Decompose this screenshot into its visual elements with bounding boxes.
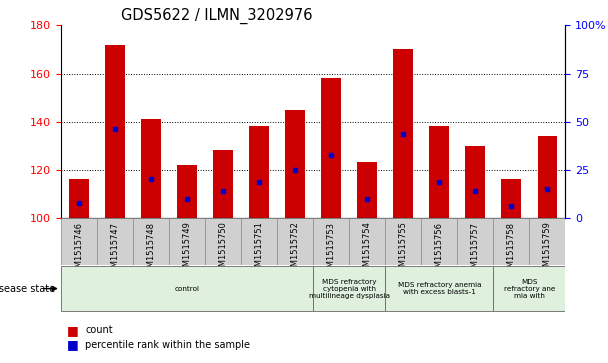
Bar (421, 218, 457, 265)
Bar (285, 110, 305, 218)
Text: GSM1515750: GSM1515750 (218, 221, 227, 277)
Bar (349, 218, 385, 265)
Bar (141, 119, 161, 218)
Text: GSM1515759: GSM1515759 (543, 221, 552, 277)
Text: GSM1515747: GSM1515747 (111, 221, 119, 278)
Bar (97, 218, 133, 265)
Text: MDS refractory anemia
with excess blasts-1: MDS refractory anemia with excess blasts… (398, 282, 481, 295)
Bar (493, 218, 530, 265)
Bar (313, 218, 349, 265)
Text: GSM1515749: GSM1515749 (182, 221, 192, 277)
Text: GSM1515752: GSM1515752 (291, 221, 300, 277)
Text: percentile rank within the sample: percentile rank within the sample (85, 340, 250, 350)
Bar (358, 163, 377, 218)
Bar (105, 45, 125, 218)
Bar (321, 78, 341, 218)
Text: GSM1515753: GSM1515753 (326, 221, 336, 278)
Text: GSM1515757: GSM1515757 (471, 221, 480, 278)
Bar (393, 49, 413, 218)
Text: GSM1515756: GSM1515756 (435, 221, 444, 278)
Text: GSM1515758: GSM1515758 (507, 221, 516, 278)
Bar (249, 126, 269, 218)
Bar (205, 218, 241, 265)
Bar (177, 165, 197, 218)
Text: count: count (85, 325, 112, 335)
Bar (241, 218, 277, 265)
Bar (429, 126, 449, 218)
Text: ■: ■ (67, 338, 78, 351)
Bar (530, 218, 565, 265)
Text: disease state: disease state (0, 284, 55, 294)
Bar (133, 218, 169, 265)
Text: GSM1515746: GSM1515746 (74, 221, 83, 278)
Bar (61, 266, 313, 311)
Bar (537, 136, 558, 218)
Text: ■: ■ (67, 324, 78, 337)
Bar (69, 179, 89, 218)
Bar (277, 218, 313, 265)
Text: GSM1515754: GSM1515754 (363, 221, 371, 277)
Bar (465, 146, 485, 218)
Bar (493, 266, 565, 311)
Text: GDS5622 / ILMN_3202976: GDS5622 / ILMN_3202976 (122, 8, 313, 24)
Text: control: control (174, 286, 199, 291)
Bar (385, 266, 493, 311)
Bar (385, 218, 421, 265)
Text: GSM1515751: GSM1515751 (255, 221, 263, 277)
Text: GSM1515755: GSM1515755 (399, 221, 408, 277)
Bar (457, 218, 493, 265)
Text: MDS refractory
cytopenia with
multilineage dysplasia: MDS refractory cytopenia with multilinea… (309, 278, 390, 299)
Bar (213, 150, 233, 218)
Bar (169, 218, 205, 265)
Text: GSM1515748: GSM1515748 (147, 221, 156, 278)
Bar (502, 179, 521, 218)
Text: MDS
refractory ane
mia with: MDS refractory ane mia with (503, 278, 555, 299)
Bar (313, 266, 385, 311)
Bar (61, 218, 97, 265)
